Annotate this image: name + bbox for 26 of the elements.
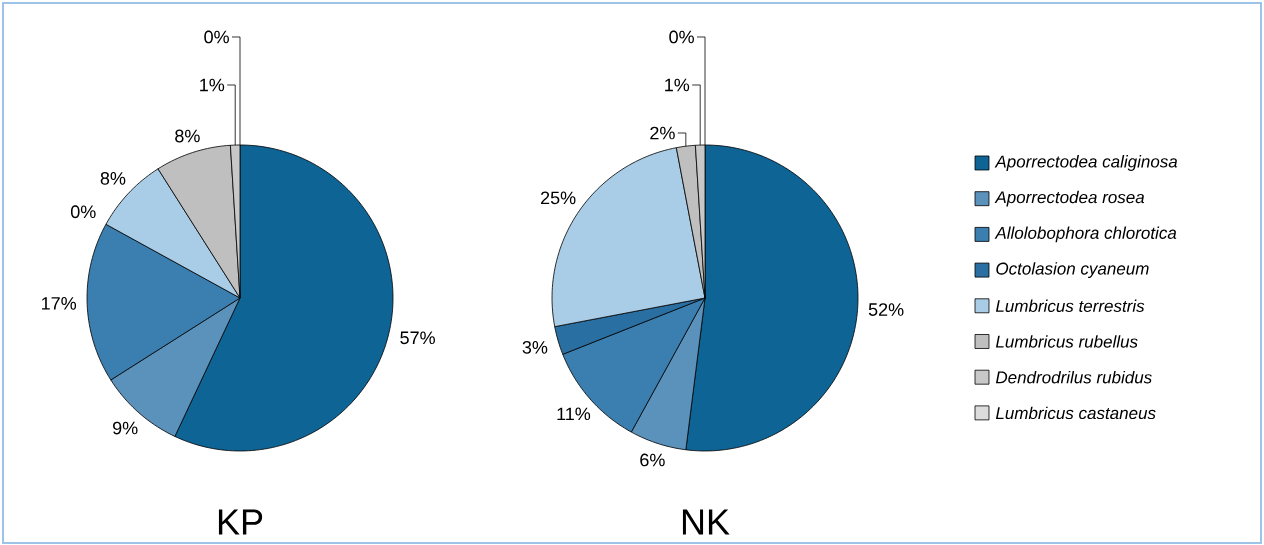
text: 0% — [204, 30, 229, 44]
text: KP — [218, 509, 263, 535]
legend-label: Allolobophora chlorotica — [994, 226, 1177, 243]
data-label: 1% — [200, 78, 225, 92]
data-label: 2% — [650, 126, 675, 140]
data-label: 8% — [100, 171, 126, 185]
legend-label: Aporrectodea rosea — [994, 190, 1145, 207]
legend-label: Lumbricus rubellus — [995, 335, 1138, 348]
data-label: 11% — [557, 407, 591, 421]
data-label: 25% — [541, 191, 576, 205]
data-label: 3% — [522, 340, 548, 354]
data-label: 9% — [113, 421, 138, 435]
data-label: 6% — [640, 453, 665, 467]
data-label: 1% — [665, 78, 690, 92]
data-label: 57% — [400, 331, 435, 345]
data-label: 17% — [42, 297, 77, 310]
legend-label: Lumbricus terrestris — [995, 299, 1145, 313]
legend-label: Aporrectodea caliginosa — [994, 155, 1178, 171]
text: 0% — [669, 30, 694, 44]
legend-label: Lumbricus castaneus — [995, 406, 1156, 420]
legend-label: Dendrodrilus rubidus — [995, 370, 1152, 384]
legend-label: Octolasion cyaneum — [996, 262, 1149, 278]
text: 0% — [70, 205, 96, 219]
text: NK — [682, 509, 730, 535]
data-label: 8% — [175, 129, 200, 143]
data-label: 52% — [868, 303, 904, 316]
